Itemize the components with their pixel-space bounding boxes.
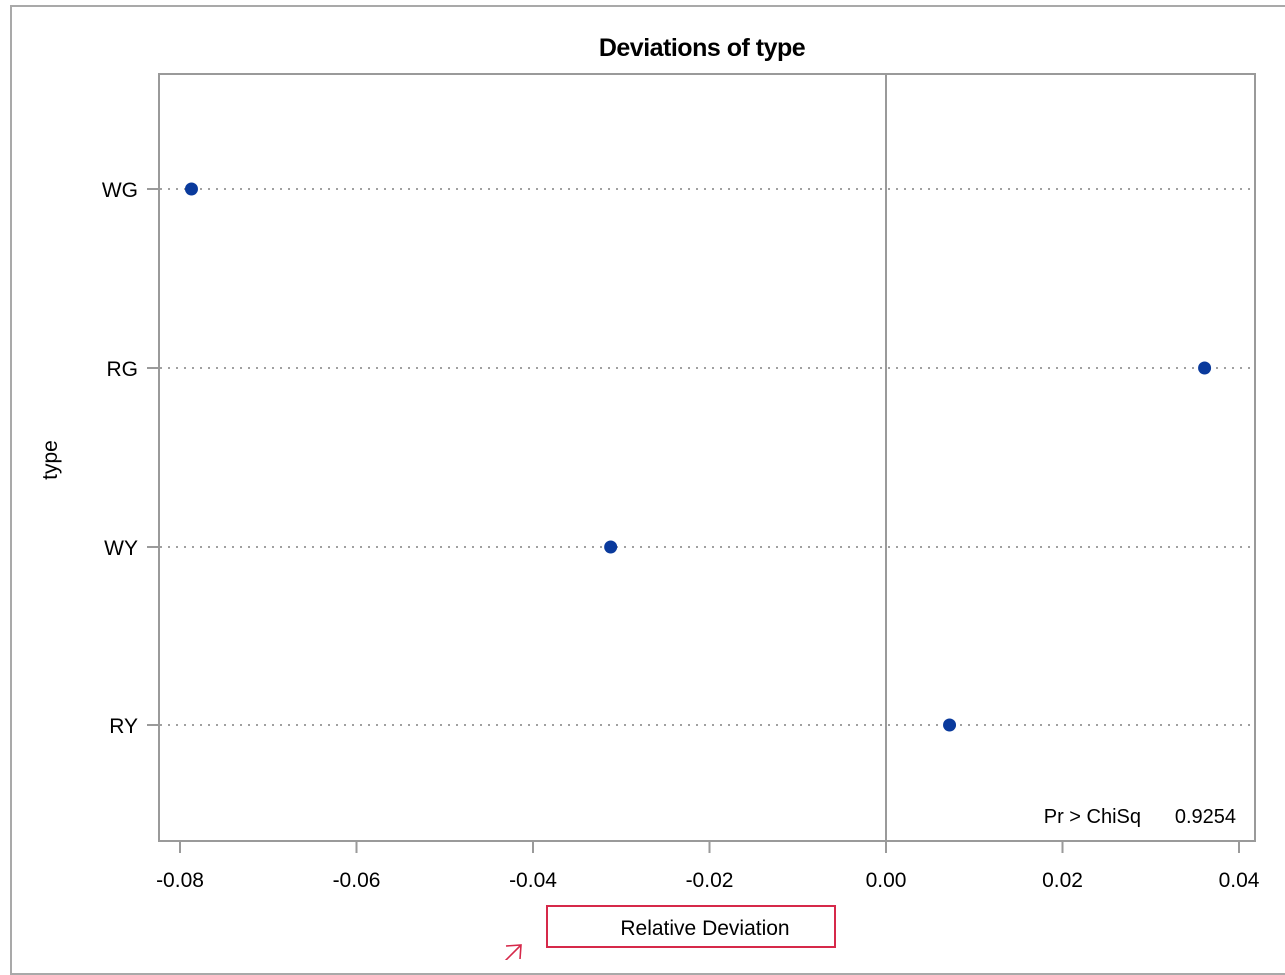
plot-area [158, 73, 1256, 842]
x-tick-label: 0.00 [866, 869, 907, 892]
y-tick-label: RY [109, 715, 138, 738]
y-axis-label: type [39, 440, 62, 480]
x-tick-label: -0.02 [686, 869, 734, 892]
x-tick-label: -0.04 [509, 869, 557, 892]
x-axis-label: Relative Deviation [620, 917, 789, 940]
x-tick-label: 0.04 [1219, 869, 1260, 892]
y-tick-label: RG [107, 358, 139, 381]
pvalue-label: Pr > ChiSq [1044, 806, 1141, 828]
x-tick-label: -0.06 [333, 869, 381, 892]
chart-frame [10, 5, 1285, 975]
data-point-WY [604, 540, 618, 554]
grid-lines [160, 188, 1254, 726]
y-axis-ticks: WG RG WY RY [102, 179, 159, 738]
data-point-WG [184, 182, 198, 196]
chart-title: Deviations of type [599, 34, 806, 62]
data-points [184, 182, 1212, 732]
x-axis-label-highlight [546, 905, 836, 948]
x-tick-label: -0.08 [156, 869, 204, 892]
y-tick-label: WY [104, 537, 138, 560]
data-point-RY [943, 718, 957, 732]
pvalue-value: 0.9254 [1175, 806, 1236, 828]
x-tick-label: 0.02 [1042, 869, 1083, 892]
data-point-RG [1198, 361, 1212, 375]
y-tick-label: WG [102, 179, 138, 202]
pointer-arrow-icon [504, 944, 522, 960]
x-axis-ticks: -0.08 -0.06 -0.04 -0.02 0.00 0.02 0.04 [156, 841, 1260, 892]
